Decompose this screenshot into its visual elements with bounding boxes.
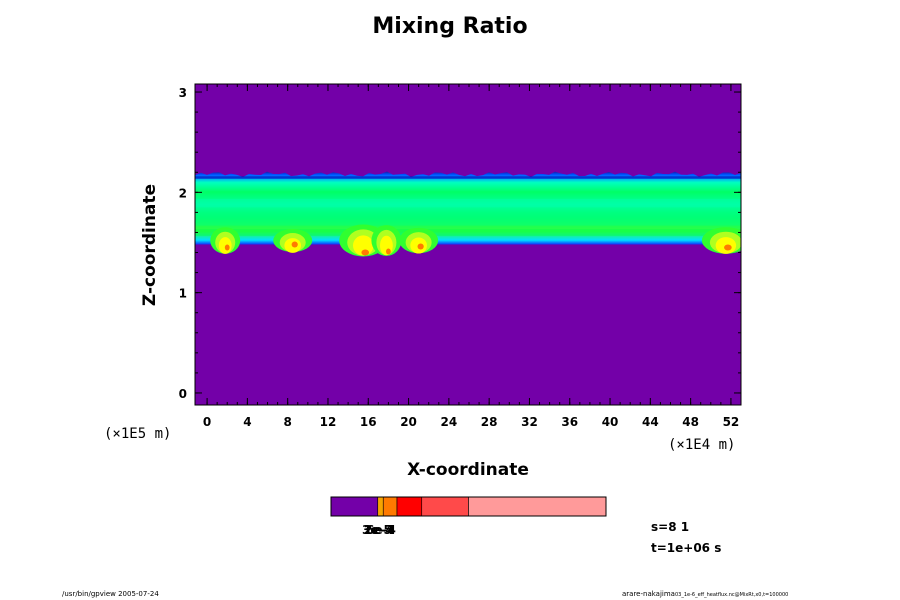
x-tick-label-0: 0 <box>203 415 211 429</box>
pocket-peak-2 <box>361 249 370 256</box>
x-tick-label-12: 12 <box>320 415 337 429</box>
y-tick-label-2: 2 <box>179 186 187 200</box>
x-tick-label-28: 28 <box>481 415 498 429</box>
x-tick-label-40: 40 <box>602 415 619 429</box>
x-tick-label-24: 24 <box>441 415 458 429</box>
colorbar-segment-0 <box>330 496 379 517</box>
x-tick-label-52: 52 <box>723 415 740 429</box>
layer-streak-2 <box>195 229 741 237</box>
pocket-peak-4 <box>417 243 424 250</box>
pocket-peak-0 <box>224 244 230 251</box>
colorbar-segment-5 <box>468 496 607 517</box>
colorbar-label-2: 6e-4 <box>366 523 396 537</box>
y-tick-label-1: 1 <box>179 287 187 301</box>
footer-file: 03_1e-6_eff_heatflux.nc@MixRt,x0,t=10000… <box>674 592 789 598</box>
colorbar-segment-2 <box>382 496 398 517</box>
layer-streak-1 <box>195 212 741 226</box>
colorbar-segment-3 <box>396 496 423 517</box>
pocket-core-2 <box>352 235 374 256</box>
y-tick-label-3: 3 <box>179 86 187 100</box>
x-tick-label-8: 8 <box>283 415 291 429</box>
pocket-core-0 <box>218 237 232 254</box>
x-tick-label-36: 36 <box>561 415 578 429</box>
colorbar-label-0: 3e-5 <box>362 523 392 537</box>
x-tick-label-48: 48 <box>682 415 699 429</box>
mixed-layer <box>195 171 741 245</box>
footer-command: /usr/bin/gpview 2005-07-24 <box>62 590 159 598</box>
y-tick-label-0: 0 <box>179 387 187 401</box>
pocket-peak-1 <box>291 241 298 248</box>
x-tick-label-44: 44 <box>642 415 659 429</box>
x-tick-label-20: 20 <box>400 415 417 429</box>
x-tick-label-32: 32 <box>521 415 538 429</box>
colorbar-label-1: 2e-4 <box>364 523 394 537</box>
plot-frame <box>194 83 742 406</box>
x-tick-label-4: 4 <box>243 415 251 429</box>
s-value-label: s=8 1 <box>651 520 690 534</box>
x-axis-unit: (×1E4 m) <box>668 437 736 453</box>
y-axis-unit: (×1E5 m) <box>104 426 172 442</box>
pocket-peak-5 <box>724 244 732 251</box>
layer-top-edge <box>195 176 741 179</box>
layer-streak-0 <box>195 198 741 208</box>
pocket-peak-3 <box>386 248 391 255</box>
colorbar-segment-1 <box>377 496 384 517</box>
heatmap-field <box>195 84 741 405</box>
t-value-label: t=1e+06 s <box>651 541 722 555</box>
chart-title: Mixing Ratio <box>372 14 528 39</box>
colorbar-segment-4 <box>421 496 469 517</box>
x-axis-label: X-coordinate <box>407 460 529 480</box>
x-tick-label-16: 16 <box>360 415 377 429</box>
footer-source: arare-nakajima03_1e-6_eff_heatflux.nc@Mi… <box>622 590 788 598</box>
colorbar-frame <box>330 496 607 517</box>
footer-author: arare-nakajima <box>622 590 675 598</box>
